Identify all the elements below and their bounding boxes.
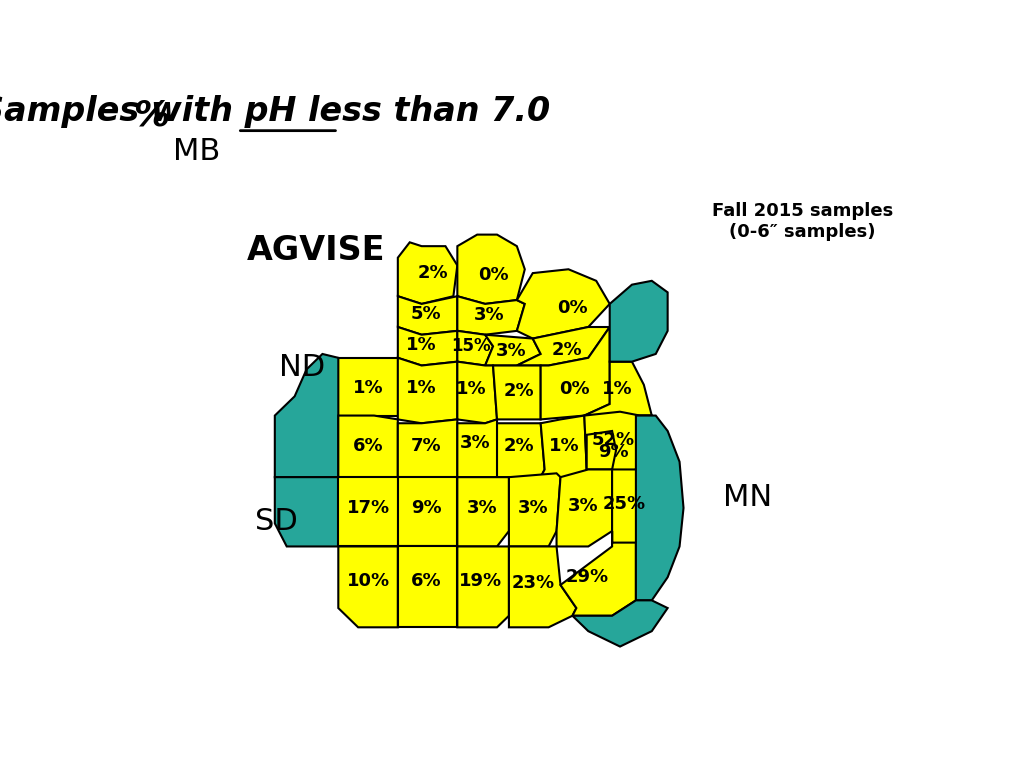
Polygon shape	[397, 327, 458, 366]
Polygon shape	[509, 473, 560, 547]
Text: 9%: 9%	[598, 442, 629, 461]
Text: 9%: 9%	[411, 499, 441, 517]
Text: AGVISE: AGVISE	[247, 234, 386, 267]
Text: 2%: 2%	[504, 382, 535, 400]
Polygon shape	[585, 412, 652, 477]
Text: Fall 2015 samples
(0-6″ samples): Fall 2015 samples (0-6″ samples)	[712, 202, 893, 241]
Polygon shape	[458, 419, 497, 477]
Polygon shape	[557, 469, 612, 547]
Text: %: %	[134, 98, 183, 132]
Text: 3%: 3%	[496, 342, 526, 360]
Text: 10%: 10%	[347, 572, 390, 590]
Polygon shape	[494, 366, 541, 419]
Text: 19%: 19%	[459, 572, 502, 590]
Polygon shape	[458, 477, 509, 547]
Text: 25%: 25%	[602, 495, 645, 513]
Polygon shape	[397, 547, 458, 627]
Text: MN: MN	[723, 483, 772, 512]
Text: MB: MB	[173, 137, 220, 166]
Text: 1%: 1%	[549, 437, 580, 455]
Polygon shape	[397, 243, 458, 304]
Polygon shape	[541, 327, 609, 419]
Polygon shape	[458, 362, 497, 423]
Text: 23%: 23%	[511, 574, 554, 592]
Text: 3%: 3%	[460, 433, 490, 452]
Text: 0%: 0%	[478, 266, 508, 283]
Polygon shape	[636, 415, 684, 601]
Text: 3%: 3%	[517, 499, 548, 517]
Polygon shape	[397, 358, 458, 423]
Polygon shape	[458, 234, 525, 304]
Text: 2%: 2%	[552, 341, 583, 359]
Polygon shape	[338, 547, 397, 627]
Text: 7%: 7%	[411, 437, 441, 455]
Text: 2%: 2%	[504, 437, 535, 455]
Polygon shape	[517, 327, 609, 366]
Text: 52%: 52%	[592, 431, 635, 449]
Text: SD: SD	[255, 507, 298, 535]
Polygon shape	[517, 270, 609, 339]
Polygon shape	[397, 296, 458, 335]
Polygon shape	[572, 601, 668, 647]
Polygon shape	[458, 331, 494, 366]
Polygon shape	[497, 423, 545, 477]
Text: 1%: 1%	[602, 379, 633, 398]
Text: 15%: 15%	[451, 337, 490, 356]
Text: 1%: 1%	[407, 379, 437, 397]
Text: 2%: 2%	[418, 264, 449, 282]
Polygon shape	[612, 469, 652, 547]
Polygon shape	[397, 419, 458, 477]
Polygon shape	[397, 477, 458, 547]
Polygon shape	[541, 415, 587, 477]
Text: 3%: 3%	[567, 497, 598, 515]
Polygon shape	[338, 477, 397, 547]
Text: 1%: 1%	[353, 379, 384, 397]
Text: 29%: 29%	[565, 568, 608, 586]
Polygon shape	[485, 335, 541, 366]
Text: 5%: 5%	[411, 305, 441, 323]
Text: % Subsoil Samples with pH less than 7.0: % Subsoil Samples with pH less than 7.0	[0, 95, 550, 128]
Text: 1%: 1%	[456, 379, 486, 398]
Text: ND: ND	[279, 353, 325, 382]
Polygon shape	[274, 354, 338, 477]
Polygon shape	[458, 296, 525, 335]
Polygon shape	[585, 362, 652, 415]
Polygon shape	[274, 477, 338, 547]
Polygon shape	[458, 547, 509, 627]
Text: 1%: 1%	[407, 336, 437, 354]
Text: 0%: 0%	[557, 299, 588, 316]
Text: 3%: 3%	[474, 306, 505, 324]
Polygon shape	[509, 547, 577, 627]
Polygon shape	[338, 415, 397, 477]
Text: 6%: 6%	[353, 437, 384, 455]
Polygon shape	[338, 358, 397, 419]
Polygon shape	[609, 281, 668, 362]
Text: 6%: 6%	[411, 572, 441, 590]
Text: 0%: 0%	[559, 379, 590, 398]
Polygon shape	[560, 531, 636, 616]
Polygon shape	[587, 431, 616, 469]
Text: 3%: 3%	[467, 499, 498, 517]
Text: 17%: 17%	[347, 499, 390, 517]
